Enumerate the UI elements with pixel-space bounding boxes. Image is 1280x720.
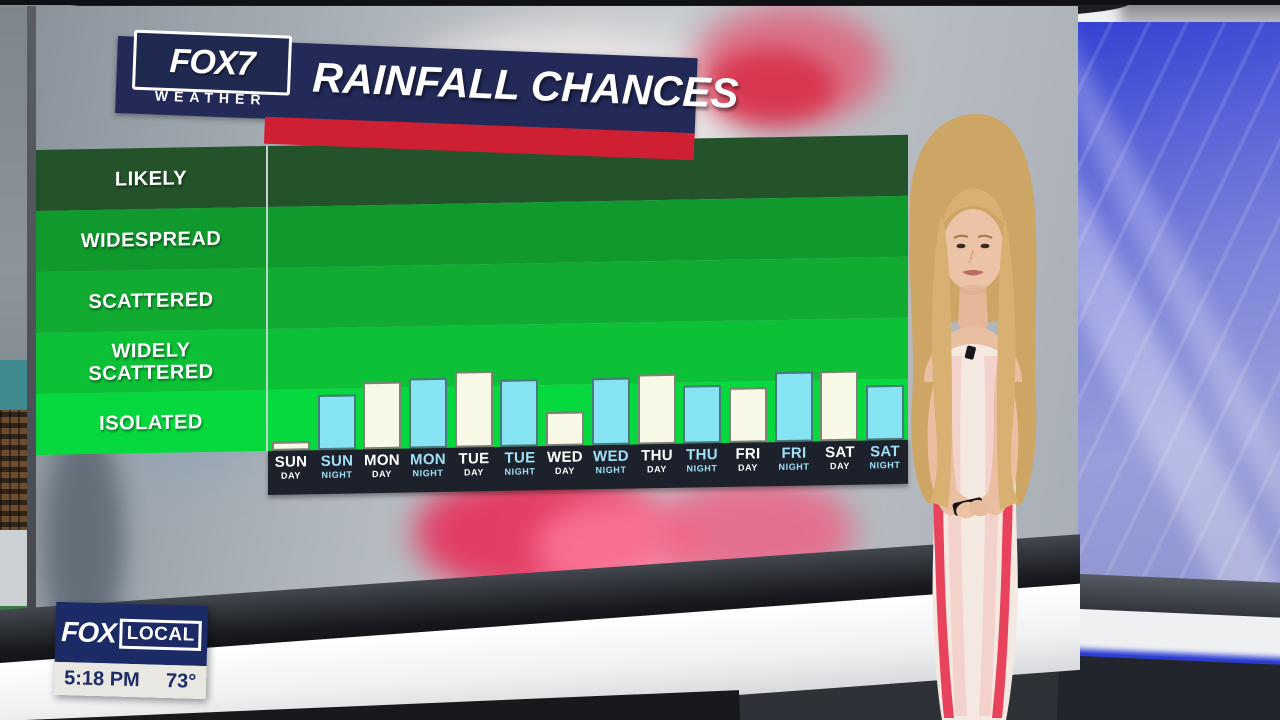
presenter-nose xyxy=(968,249,974,264)
x-axis-day-label: WED NIGHT xyxy=(593,447,629,476)
fox7-weather-logo: FOX7 xyxy=(131,29,293,96)
rainfall-bar-fri-night xyxy=(775,371,813,443)
rainfall-bar-tue-day xyxy=(455,371,493,448)
temperature-display: 73° xyxy=(165,669,197,693)
y-axis-category-label: LIKELY xyxy=(36,145,266,211)
sliver-detail xyxy=(0,410,27,544)
presenter-hair-front xyxy=(930,218,952,508)
fox-local-logo: FOX LOCAL xyxy=(54,601,209,667)
rainfall-bar-tue-night xyxy=(500,379,538,447)
presenter-fringe xyxy=(942,188,1004,226)
footage-tail-light-blur xyxy=(706,50,836,124)
rainfall-bar-mon-day xyxy=(363,381,401,450)
presenter-eye xyxy=(980,243,990,249)
chin-shadow xyxy=(958,285,988,295)
x-axis-day-label: FRI DAY xyxy=(735,445,761,473)
adjacent-wall-sliver xyxy=(0,6,27,668)
presenter-lips xyxy=(962,270,984,276)
rainfall-bar-sun-night xyxy=(318,394,356,451)
y-axis: LIKELY WIDESPREAD SCATTERED WIDELY SCATTERE… xyxy=(36,145,266,455)
rainfall-bar-thu-night xyxy=(683,385,721,444)
presenter-eye xyxy=(956,243,966,249)
x-axis-day-label: TUE NIGHT xyxy=(504,449,536,477)
fox7-logo-text: FOX7 xyxy=(168,41,256,83)
presenter-hair-front xyxy=(996,220,1019,510)
fox-local-badge: FOX LOCAL 5:18 PM 73° xyxy=(53,601,209,700)
presenter-neck xyxy=(958,284,988,331)
time-temp-bar: 5:18 PM 73° xyxy=(53,661,207,700)
x-axis-day-label: SUN NIGHT xyxy=(320,452,354,481)
rainfall-bar-wed-day xyxy=(546,411,584,447)
x-axis-day-label: MON DAY xyxy=(364,451,400,480)
videowall-seam xyxy=(27,6,36,666)
sliver-detail xyxy=(0,530,27,606)
fox-local-local-text: LOCAL xyxy=(119,618,203,651)
presenter-hand xyxy=(969,499,989,517)
time-display: 5:18 PM xyxy=(63,667,141,692)
plot-area xyxy=(268,134,908,451)
rainfall-bar-mon-night xyxy=(409,377,447,449)
x-axis-day-label: WED DAY xyxy=(547,448,583,476)
x-axis-day-label: TUE DAY xyxy=(458,450,490,478)
y-axis-category-label: WIDESPREAD xyxy=(36,206,266,272)
rainfall-bar-fri-day xyxy=(729,387,767,443)
header-banner: FOX7 WEATHER RAINFALL CHANCES xyxy=(114,29,739,169)
rainfall-chart: LIKELY WIDESPREAD SCATTERED WIDELY SCATTERE… xyxy=(36,134,908,502)
presenter-eyebrows xyxy=(953,234,993,239)
presenter xyxy=(909,113,1037,720)
studio-wall-panel xyxy=(1076,22,1280,628)
x-axis-day-label: FRI NIGHT xyxy=(778,444,810,473)
sliver-detail xyxy=(0,360,27,410)
y-axis-category-label: ISOLATED xyxy=(36,389,266,455)
wall-line-pattern xyxy=(1076,22,1280,628)
rainfall-bar-wed-night xyxy=(592,377,630,446)
y-axis-category-label: SCATTERED xyxy=(36,267,266,333)
y-axis-category-label: WIDELY SCATTERED xyxy=(36,328,266,394)
x-axis-day-label: THU NIGHT xyxy=(686,446,718,474)
x-axis-day-label: SUN DAY xyxy=(274,453,308,481)
fox-local-fox-text: FOX xyxy=(60,616,117,649)
category-band xyxy=(268,256,908,329)
x-axis-day-label: THU DAY xyxy=(641,446,673,475)
microphone-clip xyxy=(964,345,976,360)
category-band xyxy=(268,195,908,268)
rainfall-bar-thu-day xyxy=(638,373,676,445)
x-axis-day-label: MON NIGHT xyxy=(410,450,446,479)
frame-top-edge xyxy=(0,0,1280,5)
